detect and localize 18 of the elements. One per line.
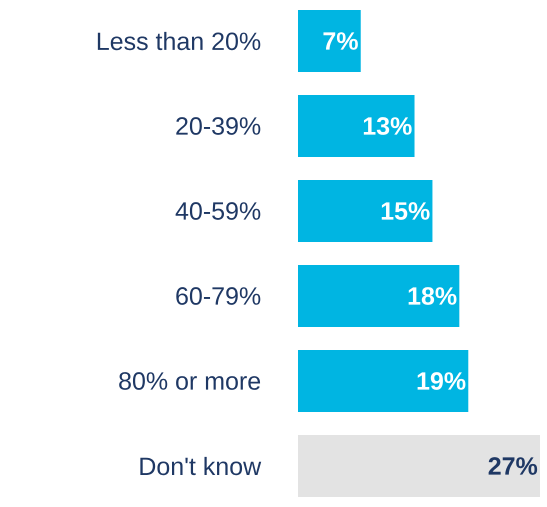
y-tick-label: Don't know xyxy=(140,456,262,476)
bar xyxy=(298,350,468,412)
data-label: 19% xyxy=(418,372,466,390)
bar xyxy=(298,180,432,242)
bar xyxy=(298,435,540,498)
data-label: 18% xyxy=(408,287,456,305)
y-tick-label: 40-59% xyxy=(176,202,260,220)
data-label: 7% xyxy=(323,32,358,50)
y-tick-label: Less than 20% xyxy=(98,32,260,50)
data-label: 13% xyxy=(364,117,412,135)
data-label: 27% xyxy=(488,457,538,475)
y-tick-label: 80% or more xyxy=(119,372,260,390)
bar xyxy=(298,10,361,72)
y-tick-label: 60-79% xyxy=(176,287,260,305)
data-label: 15% xyxy=(382,202,430,220)
bar xyxy=(298,95,415,158)
bar xyxy=(298,265,460,328)
y-tick-label: 20-39% xyxy=(176,117,260,135)
